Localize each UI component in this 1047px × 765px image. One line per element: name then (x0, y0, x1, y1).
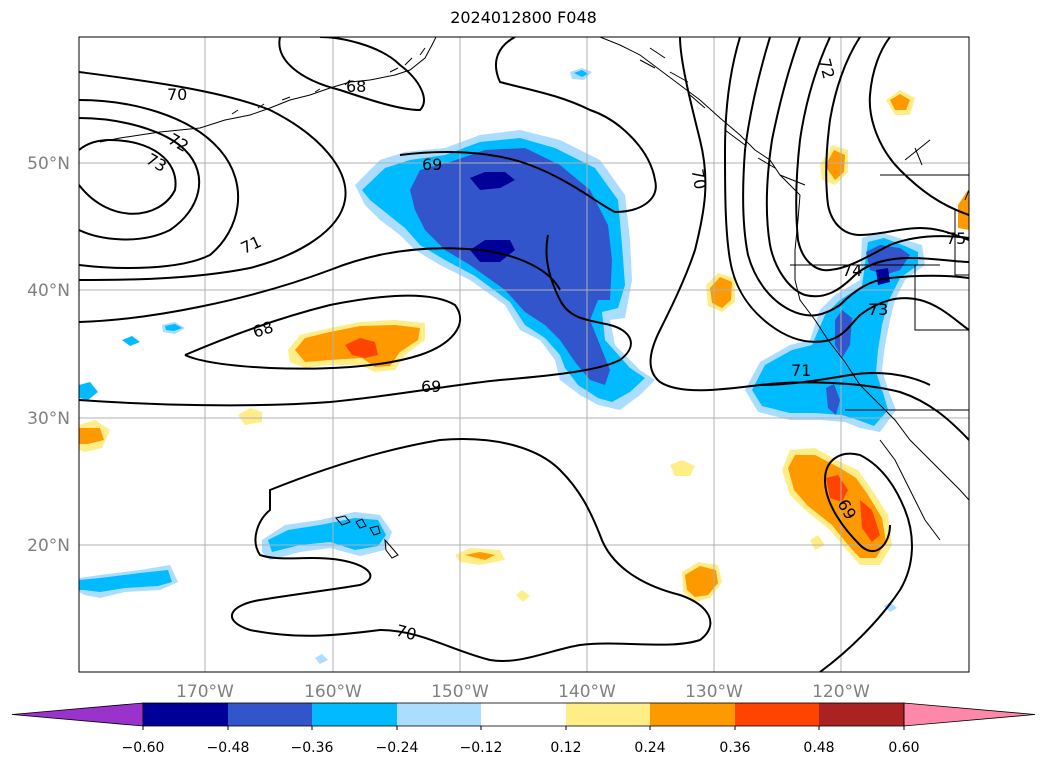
colorbar-tick-label: 0.48 (803, 740, 834, 756)
map-title: 2024012800 F048 (450, 8, 597, 27)
colorbar-swatch (819, 703, 904, 726)
colorbar-swatch (481, 703, 566, 726)
lon-label: 120°W (812, 682, 870, 702)
colorbar-extend-high (903, 702, 1036, 727)
contour-label: 75 (946, 229, 966, 248)
colorbar-swatch (143, 703, 228, 726)
lon-label: 150°W (431, 682, 489, 702)
colorbar-tick-label: −0.60 (122, 740, 165, 756)
colorbar-swatch (228, 703, 312, 726)
colorbar-swatch (650, 703, 735, 726)
lat-label: 20°N (27, 536, 70, 556)
contour-label: 70 (688, 168, 710, 191)
contour-label: 69 (422, 155, 442, 174)
lon-labels: 170°W 160°W 150°W 140°W 130°W 120°W (176, 682, 870, 702)
colorbar: −0.60 −0.48 −0.36 −0.24 −0.12 0.12 0.24 0.36 0.4… (11, 702, 1036, 756)
contour-lines (79, 37, 969, 672)
colorbar-tick-label: 0.36 (719, 740, 750, 756)
contour-label: 71 (791, 361, 811, 380)
lat-label: 30°N (27, 409, 70, 429)
colorbar-tick-label: −0.24 (376, 740, 419, 756)
lon-label: 160°W (304, 682, 362, 702)
lon-label: 130°W (685, 682, 743, 702)
colorbar-tick-label: −0.36 (291, 740, 334, 756)
colorbar-swatch (566, 703, 650, 726)
colorbar-extend-low (11, 702, 144, 727)
colorbar-tick-label: 0.12 (550, 740, 581, 756)
colorbar-tick-label: −0.12 (460, 740, 503, 756)
contour-label: 68 (346, 77, 366, 96)
contour-label: 72 (815, 56, 839, 81)
colorbar-swatch (397, 703, 481, 726)
contour-label: 73 (143, 149, 170, 176)
colorbar-outline (142, 702, 905, 727)
colorbar-swatch (312, 703, 397, 726)
colorbar-swatch (735, 703, 819, 726)
contour-label: 71 (238, 232, 264, 258)
lon-label: 170°W (176, 682, 234, 702)
contour-label: 70 (167, 85, 187, 104)
colorbar-tick-label: 0.60 (888, 740, 919, 756)
map-frame (78, 36, 970, 673)
contour-label: 74 (842, 261, 862, 280)
contour-label: 73 (868, 300, 888, 319)
coastlines (99, 37, 969, 559)
contour-label: 69 (421, 377, 441, 396)
lat-label: 40°N (27, 281, 70, 301)
contour-label: 70 (394, 621, 419, 645)
colorbar-tick-label: −0.48 (207, 740, 250, 756)
lon-label: 140°W (558, 682, 616, 702)
colorbar-tick-label: 0.24 (634, 740, 665, 756)
shaded-field (79, 68, 969, 664)
lat-label: 50°N (27, 154, 70, 174)
lat-labels: 50°N 40°N 30°N 20°N (27, 154, 70, 556)
